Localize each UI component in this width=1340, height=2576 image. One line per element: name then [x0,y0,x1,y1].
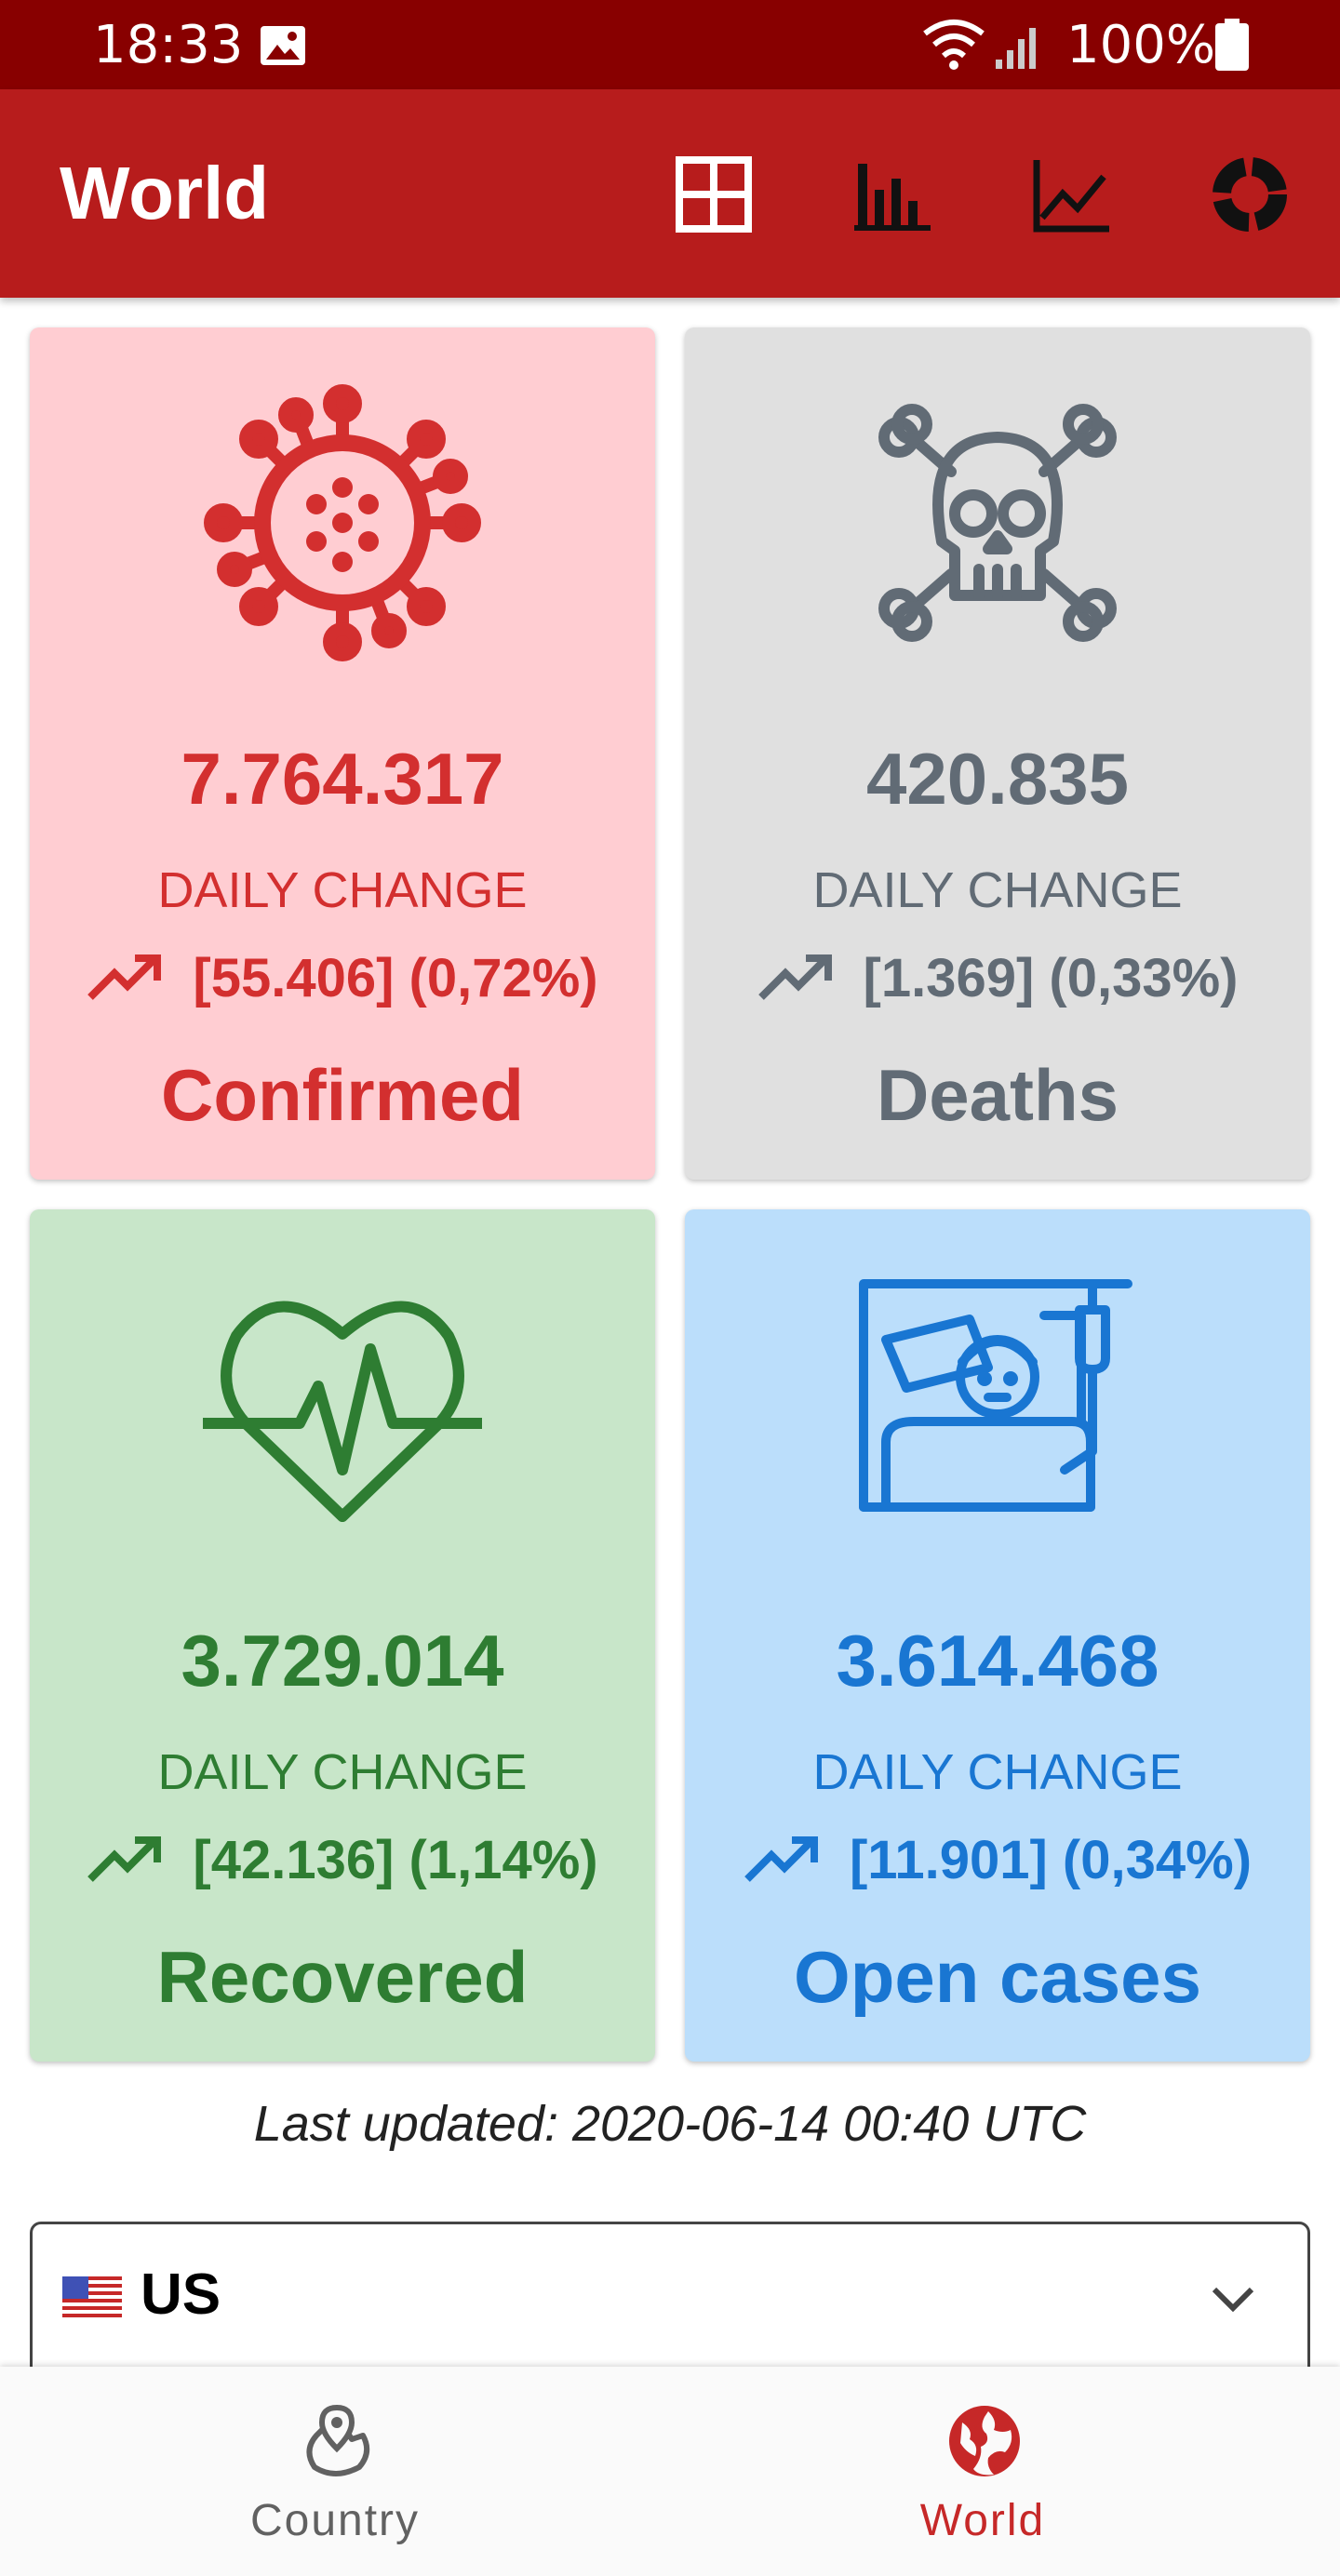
page-title: World [60,152,270,234]
signal-icon [996,28,1036,69]
nav-label-country: Country [249,2496,421,2545]
country-select-value: US [141,2262,221,2327]
open-cases-card[interactable]: 3.614.468 DAILY CHANGE [11.901] (0,34%) … [685,1209,1310,2062]
skull-icon [878,404,1117,642]
recovered-change: [42.136] (1,14%) [193,1830,598,1890]
status-bar: 18:33 100% [0,0,1340,89]
us-flag-icon [62,2276,122,2317]
deaths-value: 420.835 [866,738,1129,820]
image-icon [261,26,305,65]
virus-icon [204,384,481,661]
globe-icon [949,2406,1020,2476]
status-time: 18:33 [93,15,244,75]
deaths-label: Deaths [876,1054,1119,1136]
confirmed-card[interactable]: 7.764.317 DAILY CHANGE [55.406] (0,72%) … [30,327,655,1180]
confirmed-change: [55.406] (0,72%) [193,948,598,1008]
deaths-daily-label: DAILY CHANGE [812,862,1183,918]
trending-up-icon [757,954,832,1000]
recovered-value: 3.729.014 [181,1620,504,1702]
recovered-card[interactable]: 3.729.014 DAILY CHANGE [42.136] (1,14%) … [30,1209,655,2062]
deaths-card[interactable]: 420.835 DAILY CHANGE [1.369] (0,33%) Dea… [685,327,1310,1180]
trending-up-icon [87,1835,162,1882]
battery-percent: 100% [1066,15,1216,75]
confirmed-value: 7.764.317 [181,738,504,820]
nav-item-country[interactable]: Country [0,2367,670,2576]
recovered-daily-label: DAILY CHANGE [157,1744,528,1800]
confirmed-label: Confirmed [161,1054,524,1136]
heartbeat-icon [203,1301,482,1522]
donut-chart-icon[interactable] [1208,153,1292,236]
country-select[interactable]: US [30,2222,1310,2370]
nav-item-world[interactable]: World [648,2367,1318,2576]
wifi-icon [923,20,985,70]
bottom-nav: Country World [0,2367,1340,2576]
trending-up-icon [87,954,162,1000]
last-updated: Last updated: 2020-06-14 00:40 UTC [253,2096,1087,2152]
open-cases-label: Open cases [794,1936,1201,2018]
line-chart-icon[interactable] [1029,153,1113,236]
grid-icon[interactable] [672,153,756,236]
battery-icon [1215,19,1249,71]
open-cases-value: 3.614.468 [836,1620,1159,1702]
bar-chart-icon[interactable] [851,153,934,236]
recovered-label: Recovered [156,1936,529,2018]
deaths-change: [1.369] (0,33%) [863,948,1239,1008]
trending-up-icon [744,1835,818,1882]
open-cases-daily-label: DAILY CHANGE [812,1744,1183,1800]
confirmed-daily-label: DAILY CHANGE [157,862,528,918]
open-cases-change: [11.901] (0,34%) [849,1830,1253,1890]
map-pin-icon [306,2404,370,2476]
nav-label-world: World [919,2496,1046,2545]
hospital-bed-icon [859,1279,1132,1512]
chevron-down-icon[interactable] [1205,2271,1261,2327]
app-bar: World [0,89,1340,298]
